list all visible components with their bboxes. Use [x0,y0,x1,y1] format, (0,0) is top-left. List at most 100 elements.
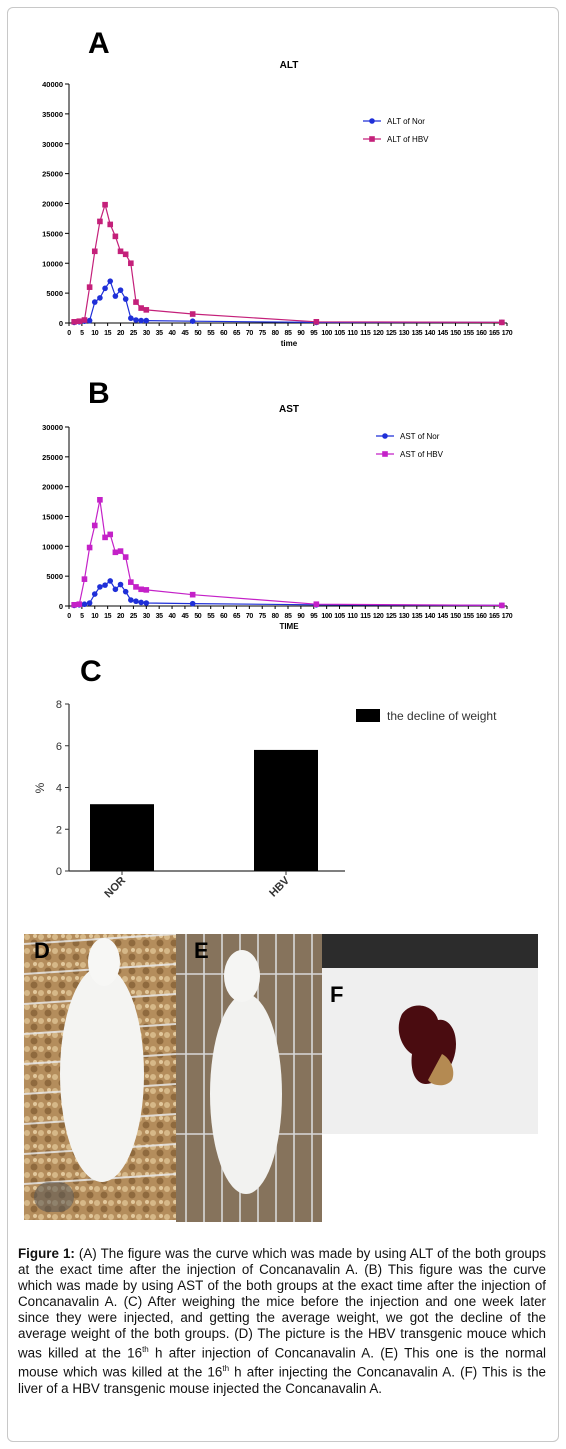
alt-point [133,317,139,323]
alt-legend-marker-2 [369,136,375,142]
alt-x-tick-label: 145 [437,330,448,337]
alt-x-tick-label: 55 [207,330,214,337]
mouse-e-illustration [176,934,322,1222]
alt-point [128,260,134,267]
alt-legend-label-1: ALT of Nor [387,117,425,126]
ast-point [81,576,88,582]
panel-f-label: F [330,982,344,1007]
ast-legend-marker-1 [382,433,388,439]
ast-point [128,597,134,603]
caption-sup1: th [142,1345,149,1354]
ast-x-tick-label: 75 [259,613,266,620]
ast-x-tick-label: 145 [437,613,448,620]
ast-point [81,601,88,608]
ast-legend-label-1: AST of Nor [400,432,440,441]
alt-point [143,317,150,324]
mouse-d-illustration [24,934,176,1220]
ast-x-tick-label: 45 [181,613,188,620]
alt-line-chart: ALT 0 5000 10000 15000 20000 25000 30000 35000 40… [42,60,513,348]
bar-y-tick-label: 8 [56,699,62,711]
ast-y-tick-label: 15000 [42,513,63,522]
ast-x-tick-label: 125 [386,613,397,620]
alt-point [138,317,144,324]
ast-x-tick-label: 115 [360,613,371,620]
ast-legend-marker-2 [382,451,388,457]
alt-x-label: time [281,339,298,348]
ast-point [133,598,139,605]
alt-point [81,317,88,323]
ast-point [138,599,144,606]
bar-category-label: HBV [267,874,292,899]
alt-point [97,218,103,225]
alt-x-tick-label: 95 [310,330,317,337]
alt-y-tick-label: 20000 [42,200,63,209]
panel-c-label: C [80,655,102,688]
ast-x-tick-label: 105 [334,613,345,620]
caption-part2: h after injection of Concanavalin A. (E)… [18,1345,546,1380]
ast-y-tick-label: 25000 [42,453,63,462]
alt-point [117,248,124,255]
alt-point [117,287,124,293]
ast-point [122,554,129,560]
ast-point [86,600,93,606]
alt-x-tick-label: 75 [259,330,266,337]
alt-point [112,233,119,240]
alt-x-tick-label: 155 [463,330,474,337]
alt-point [76,318,83,325]
bar-y-tick-label: 2 [56,824,62,836]
ast-x-tick-label: 35 [156,613,163,620]
figure-caption: Figure 1: (A) The figure was the curve w… [18,1246,546,1397]
alt-x-tick-label: 40 [169,330,176,337]
alt-x-tick-label: 120 [373,330,384,337]
panel-a-label: A [88,27,110,60]
ast-x-tick-label: 25 [130,613,137,620]
alt-point [91,248,98,255]
alt-x-tick-label: 130 [399,330,410,337]
alt-x-tick-label: 65 [233,330,240,337]
alt-y-tick-label: 10000 [42,259,63,268]
alt-point [107,221,114,228]
panel-d-label: D [34,938,50,963]
ast-point [117,581,124,588]
alt-point [71,319,77,325]
alt-x-tick-label: 170 [502,330,513,337]
bar-legend-label: the decline of weight [387,709,497,723]
ast-point [102,534,108,541]
alt-y-tick-label: 35000 [42,110,63,119]
alt-point [138,305,144,311]
ast-x-tick-label: 20 [117,613,124,620]
alt-x-tick-label: 140 [424,330,435,337]
ast-y-tick-label: 0 [59,602,63,611]
ast-point [97,496,103,503]
ast-point [128,579,134,585]
alt-x-tick-label: 80 [272,330,279,337]
alt-x-tick-label: 110 [347,330,358,337]
alt-x-tick-label: 100 [321,330,332,337]
ast-x-tick-label: 100 [321,613,332,620]
bar-y-label: % [33,782,47,793]
alt-series-line-2 [74,202,502,323]
alt-title: ALT [280,60,299,71]
ast-x-tick-label: 120 [373,613,384,620]
ast-point [143,587,150,593]
panel-b-label: B [88,377,110,410]
ast-x-tick-label: 95 [310,613,317,620]
ast-point [133,584,139,590]
ast-point [91,591,98,597]
caption-part3: h after injecting the Concanavalin A. (F… [18,1364,546,1396]
alt-y-tick-label: 0 [59,319,63,328]
ast-x-tick-label: 55 [207,613,214,620]
alt-point [112,293,119,299]
bar-y-tick-label: 6 [56,741,62,753]
panel-e-label: E [194,938,209,963]
alt-x-tick-label: 60 [220,330,227,337]
ast-point [189,600,196,607]
bar-nor [90,804,154,871]
ast-x-tick-label: 60 [220,613,227,620]
alt-point [143,307,150,313]
alt-point [189,311,196,317]
ast-x-tick-label: 130 [399,613,410,620]
alt-y-tick-label: 40000 [42,80,63,89]
alt-x-tick-label: 70 [246,330,253,337]
ast-point [499,602,505,609]
